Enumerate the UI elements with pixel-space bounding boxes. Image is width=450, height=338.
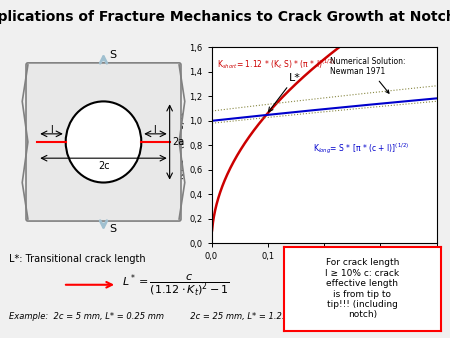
Text: Applications of Fracture Mechanics to Crack Growth at Notches: Applications of Fracture Mechanics to Cr… <box>0 10 450 24</box>
Text: 2c: 2c <box>98 161 109 171</box>
FancyBboxPatch shape <box>26 63 181 221</box>
Text: l: l <box>153 125 156 135</box>
X-axis label: l / c: l / c <box>315 264 333 274</box>
Text: For crack length
l ≥ 10% c: crack
effective length
is from tip to
tip!!! (includ: For crack length l ≥ 10% c: crack effect… <box>325 259 399 319</box>
Text: Example:  2c = 5 mm, L* = 0.25 mm          2c = 25 mm, L* = 1.21 mm: Example: 2c = 5 mm, L* = 0.25 mm 2c = 25… <box>9 312 306 321</box>
Y-axis label: K / S * (π * c)½: K / S * (π * c)½ <box>177 112 186 179</box>
Text: K$_{long}$= S * [π * (c + l)]$^{(1/2)}$: K$_{long}$= S * [π * (c + l)]$^{(1/2)}$ <box>313 142 409 156</box>
Text: K$_{short}$= 1.12 * (K$_t$ S) * (π * l)$^{(1/2)}$: K$_{short}$= 1.12 * (K$_t$ S) * (π * l)$… <box>217 57 336 71</box>
Text: Numerical Solution:
Newman 1971: Numerical Solution: Newman 1971 <box>329 57 405 93</box>
Text: S: S <box>109 224 116 234</box>
Text: l: l <box>50 125 52 135</box>
Text: S: S <box>109 50 116 60</box>
Text: L*: L* <box>269 73 301 112</box>
Circle shape <box>66 101 141 183</box>
Text: $L^* = \dfrac{c}{(1.12 \cdot K_t)^2 - 1}$: $L^* = \dfrac{c}{(1.12 \cdot K_t)^2 - 1}… <box>122 272 230 297</box>
Text: L*: Transitional crack length: L*: Transitional crack length <box>9 254 146 264</box>
Text: 2a: 2a <box>172 137 185 147</box>
